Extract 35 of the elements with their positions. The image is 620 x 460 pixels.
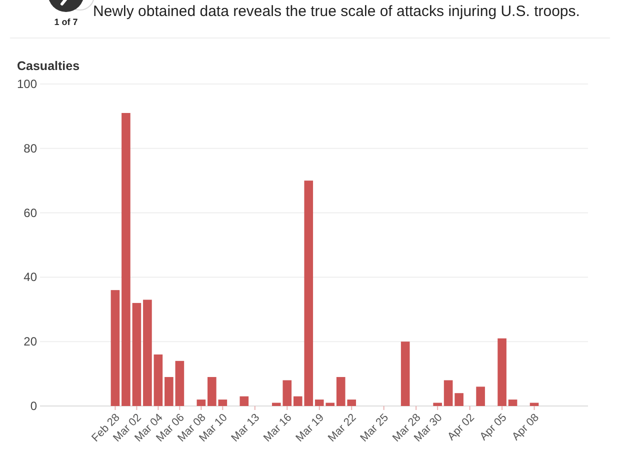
bar bbox=[433, 402, 442, 406]
y-tick-label: 0 bbox=[30, 399, 38, 413]
bar bbox=[154, 354, 163, 406]
bar bbox=[175, 360, 184, 406]
y-tick-label: 40 bbox=[24, 270, 38, 284]
bar bbox=[400, 342, 410, 406]
bar bbox=[122, 112, 130, 406]
y-tick-label: 80 bbox=[24, 141, 38, 156]
bar bbox=[444, 380, 453, 406]
bar bbox=[498, 338, 506, 406]
x-tick-label: Mar 25 bbox=[358, 412, 391, 444]
bar bbox=[240, 396, 249, 406]
bar bbox=[143, 300, 152, 406]
y-tick-label: 60 bbox=[24, 206, 38, 220]
bar bbox=[196, 400, 206, 406]
x-tick-label: Apr 05 bbox=[478, 412, 510, 444]
x-tick-label: Mar 22 bbox=[326, 412, 359, 444]
x-tick-label: Apr 02 bbox=[446, 412, 477, 444]
bar bbox=[508, 400, 518, 406]
bar bbox=[132, 302, 142, 406]
y-tick-label: 20 bbox=[24, 334, 38, 349]
x-tick-label: Apr 08 bbox=[510, 412, 542, 444]
bar bbox=[208, 377, 216, 406]
x-tick-label: Mar 13 bbox=[229, 412, 262, 444]
bar bbox=[164, 377, 174, 406]
text: 1 of 7 bbox=[54, 17, 78, 27]
y-axis-title: Casualties bbox=[17, 59, 80, 73]
bar bbox=[454, 393, 464, 406]
chart-subtitle: Newly obtained data reveals the true scale of attacks injuring U.S. troops. bbox=[93, 3, 580, 20]
bar bbox=[476, 386, 485, 406]
bar bbox=[530, 402, 539, 406]
bar bbox=[218, 400, 228, 406]
y-tick-label: 100 bbox=[16, 77, 38, 91]
x-tick-label: Mar 19 bbox=[294, 412, 326, 444]
x-tick-label: Mar 16 bbox=[262, 412, 294, 444]
